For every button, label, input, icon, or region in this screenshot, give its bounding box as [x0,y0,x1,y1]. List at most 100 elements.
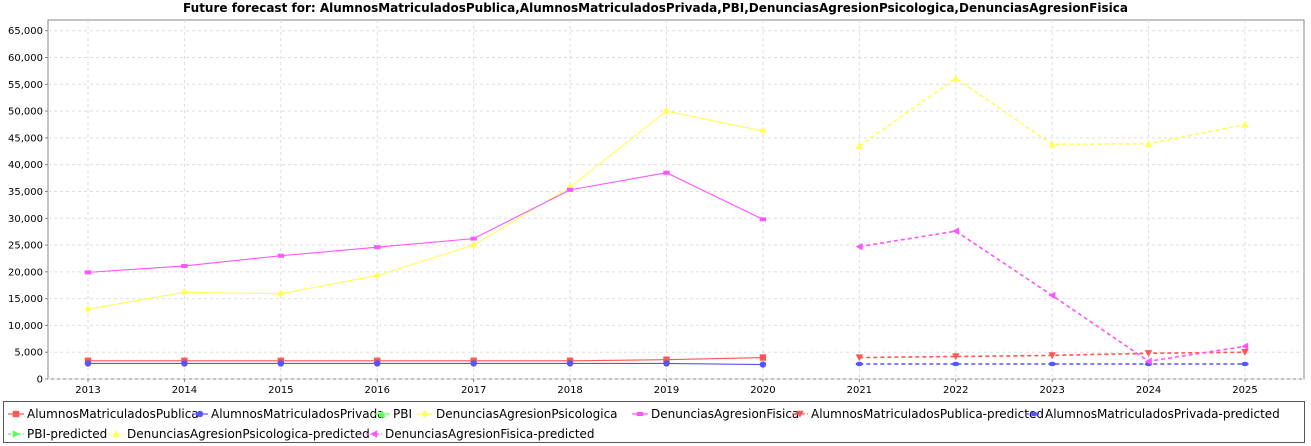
data-point [566,187,574,192]
legend-marker [1030,411,1038,417]
data-point [952,353,960,361]
data-point [952,74,960,82]
data-point [663,107,670,116]
data-point [952,361,960,367]
legend-marker [636,412,644,416]
legend-swatch [632,412,648,416]
legend-marker [378,410,386,418]
chart-plot: 0 5,000 10,000 15,000 20,000 25,000 30,000 35,0… [8,19,1305,396]
x-tick-label: 2022 [943,385,968,396]
series-8 [855,74,1249,150]
legend-item: DenunciasAgresionPsicologica-predicted [108,424,370,444]
legend-item: PBI-predicted [8,424,107,444]
legend-item: DenunciasAgresionFisica [632,404,799,424]
data-point [1048,140,1056,148]
series-line [87,110,764,310]
data-point [759,354,767,361]
legend-marker [370,430,378,438]
legend-item: DenunciasAgresionPsicologica [417,404,618,424]
chart-legend: AlumnosMatriculadosPublica AlumnosMatricu… [3,401,1305,443]
data-point [84,270,92,275]
data-point [1241,120,1249,128]
x-tick-label: 2020 [750,385,775,396]
data-point [277,360,285,367]
x-tick-label: 2017 [461,385,486,396]
series-line [87,172,764,273]
data-point [1241,342,1249,351]
legend-label: DenunciasAgresionPsicologica-predicted [127,427,370,441]
legend-marker [796,410,804,418]
legend-marker [12,430,20,438]
legend-marker [421,410,429,418]
data-point [1048,352,1056,360]
legend-swatch [108,430,124,438]
series-4 [84,170,767,275]
legend-label: AlumnosMatriculadosPrivada [211,407,385,421]
series-line [88,357,763,362]
legend-label: AlumnosMatriculadosPublica-predicted [811,407,1044,421]
data-point [84,305,92,314]
x-tick-label: 2018 [557,385,582,396]
data-point [855,354,864,362]
legend-label: PBI [393,407,413,421]
y-tick-label: 20,000 [8,267,43,278]
legend-item: AlumnosMatriculadosPrivada [192,404,385,424]
data-point [470,236,477,241]
data-point [663,170,670,175]
legend-marker [12,410,20,418]
y-tick-label: 55,000 [8,80,43,91]
data-point [181,263,188,268]
legend-label: AlumnosMatriculadosPublica [27,407,199,421]
data-point [1048,291,1056,300]
data-point [1048,361,1056,367]
legend-swatch [192,410,208,418]
x-tick-label: 2024 [1136,385,1161,396]
data-point [374,360,381,367]
data-point [470,360,477,367]
y-tick-label: 5,000 [14,348,43,359]
y-tick-label: 40,000 [8,160,43,171]
data-point [84,360,92,367]
y-tick-label: 45,000 [8,133,43,144]
data-point [181,360,188,367]
legend-label: DenunciasAgresionPsicologica [436,407,618,421]
data-point [470,241,477,250]
data-point [855,242,863,251]
legend-item: AlumnosMatriculadosPublica-predicted [792,404,1044,424]
x-tick-label: 2016 [365,385,390,396]
y-tick-label: 30,000 [8,214,43,225]
legend-item: AlumnosMatriculadosPublica [8,404,199,424]
x-tick-label: 2019 [654,385,679,396]
data-point [181,288,188,297]
data-point [759,126,767,135]
legend-swatch [8,430,24,438]
legend-marker [112,430,120,438]
data-point [1241,349,1249,356]
series-layer [84,74,1249,368]
data-point [855,142,864,150]
legend-swatch [366,430,382,438]
series-9 [855,227,1249,366]
legend-marker [196,410,204,418]
legend-swatch [1026,411,1042,417]
axis-layer: 0 5,000 10,000 15,000 20,000 25,000 30,000 35,0… [8,26,1258,396]
series-line [88,362,763,366]
data-point [277,253,285,258]
series-5 [855,349,1249,362]
y-tick-label: 0 [37,375,43,386]
data-point [759,361,767,368]
legend-label: AlumnosMatriculadosPrivada-predicted [1045,407,1280,421]
plot-area [47,19,1305,380]
legend-label: PBI-predicted [27,427,108,441]
data-point [277,289,285,298]
chart-title: Future forecast for: AlumnosMatriculados… [183,1,1128,15]
data-point [374,271,381,280]
y-tick-label: 65,000 [8,26,43,37]
legend-item: DenunciasAgresionFisica-predicted [366,424,595,444]
y-tick-label: 15,000 [8,294,43,305]
data-point [663,360,670,367]
series-1 [84,360,767,368]
y-tick-label: 35,000 [8,187,43,198]
data-point [566,360,574,367]
x-tick-label: 2025 [1232,385,1257,396]
